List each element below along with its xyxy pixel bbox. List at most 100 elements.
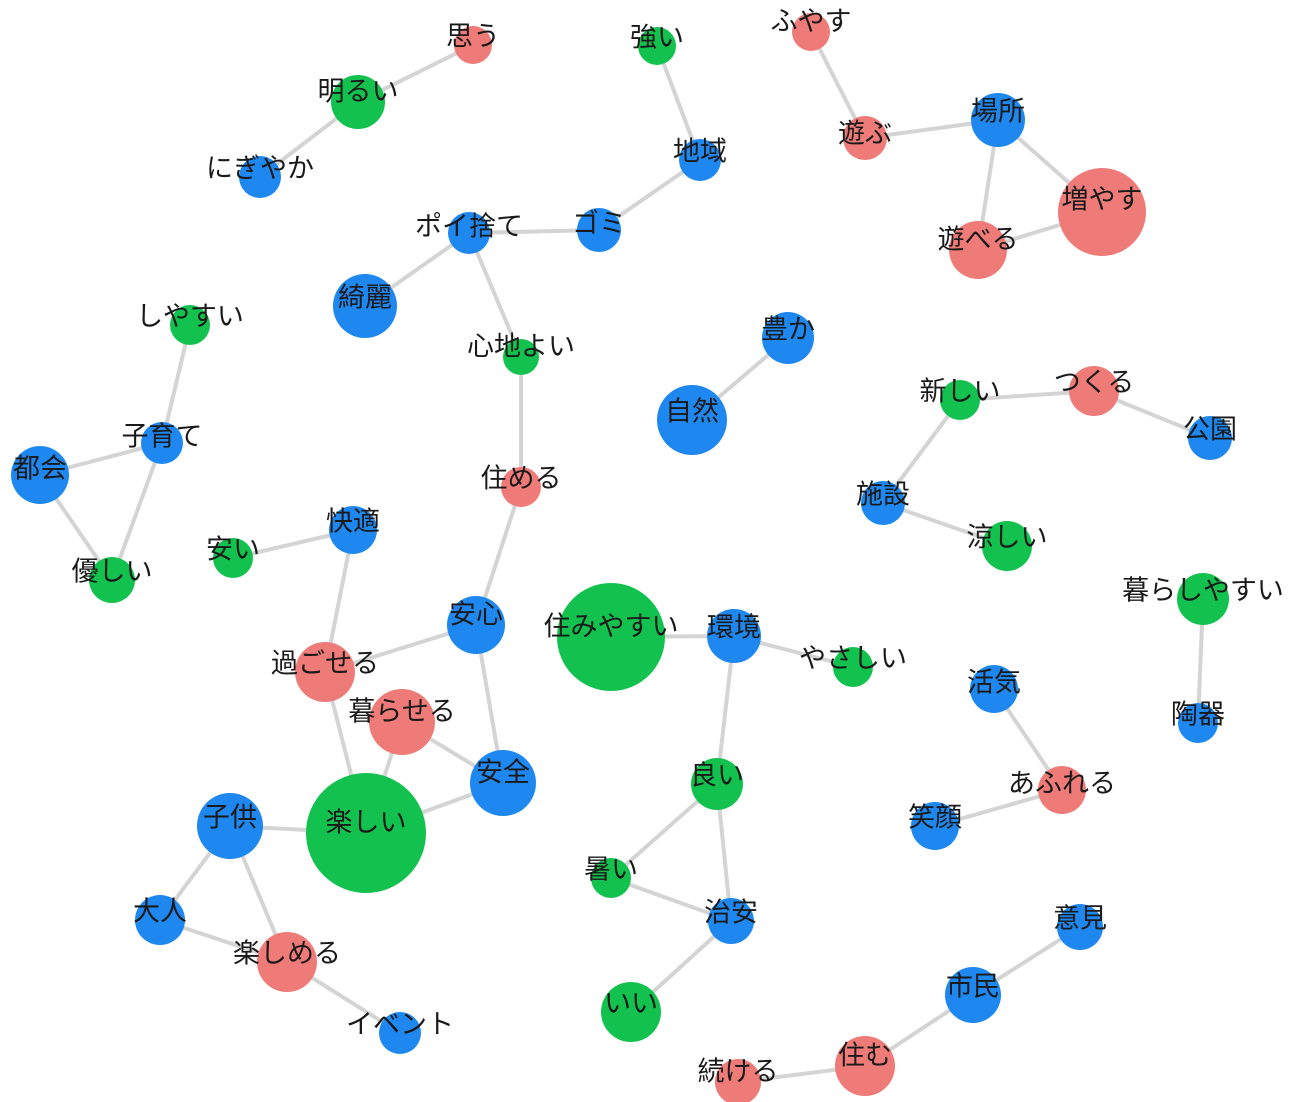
node-label-tanoshii: 楽しい — [326, 808, 407, 839]
node-yutaka — [762, 312, 814, 364]
node-kakki — [970, 665, 1018, 713]
node-tanoshimeru — [257, 932, 317, 992]
node-label-asoberu: 遊べる — [938, 225, 1019, 256]
node-poisute — [448, 212, 490, 254]
node-suzushii — [982, 521, 1032, 571]
node-label-egao: 笑顔 — [908, 803, 962, 834]
node-label-chiiki: 地域 — [673, 137, 727, 168]
node-asoberu — [949, 221, 1007, 279]
node-kokochiyoi — [503, 339, 539, 375]
node-label-kurashiyasui: 暮らしやすい — [1122, 576, 1284, 607]
node-label-ibento: イベント — [346, 1010, 454, 1041]
node-label-akarui: 明るい — [318, 77, 399, 108]
node-asobu — [843, 116, 887, 160]
node-label-anshin: 安心 — [449, 600, 503, 631]
node-label-kirei: 綺麗 — [338, 283, 392, 314]
node-shiyasui — [170, 305, 210, 345]
node-chiiki — [679, 139, 721, 181]
node-label-touki: 陶器 — [1171, 700, 1225, 731]
node-label-tsuzukeru: 続ける — [698, 1057, 779, 1088]
node-label-sumeru: 住める — [481, 464, 562, 495]
node-nigiyaka — [239, 156, 281, 198]
node-label-yasashii2: やさしい — [799, 644, 907, 675]
node-label-tokai: 都会 — [13, 454, 67, 485]
node-kirei — [333, 274, 397, 338]
node-label-tsuyoi: 強い — [630, 23, 684, 54]
node-iken — [1057, 904, 1103, 950]
node-kaiteki — [329, 506, 377, 554]
node-chian — [708, 898, 754, 944]
node-label-basho: 場所 — [971, 97, 1025, 128]
node-label-kokochiyoi: 心地よい — [467, 332, 575, 363]
node-label-tanoshimeru: 楽しめる — [233, 939, 341, 970]
node-fuyasu2 — [1058, 168, 1146, 256]
node-fuyasu — [792, 13, 830, 51]
node-label-gomi: ゴミ — [572, 209, 626, 240]
node-label-kaiteki: 快適 — [326, 507, 380, 538]
node-label-tsukuru: つくる — [1054, 368, 1134, 399]
node-kankyou — [707, 609, 761, 663]
node-akarui — [331, 75, 385, 129]
nodes-layer — [11, 13, 1232, 1102]
node-tsuzukeru — [715, 1059, 761, 1102]
node-label-kodomo: 子供 — [203, 803, 257, 834]
node-kouen — [1188, 416, 1232, 460]
node-label-shimin: 市民 — [946, 972, 1000, 1003]
node-label-chian: 治安 — [704, 898, 758, 929]
node-sumiyasui — [557, 583, 665, 691]
node-ibento — [379, 1012, 421, 1054]
node-basho — [971, 93, 1025, 147]
node-tsuyoi — [638, 27, 676, 65]
node-yoi — [691, 758, 743, 810]
node-yasui — [213, 538, 253, 578]
node-gomi — [577, 208, 621, 252]
node-label-sumiyasui: 住みやすい — [544, 612, 679, 643]
node-shisetsu — [861, 481, 905, 525]
node-label-kankyou: 環境 — [707, 613, 761, 644]
edge-poisute-kokochiyoi — [467, 231, 523, 359]
node-label-sumu: 住む — [838, 1041, 892, 1072]
node-label-anzen: 安全 — [476, 758, 530, 789]
node-label-yutaka: 豊か — [761, 315, 815, 346]
node-label-iken: 意見 — [1053, 904, 1107, 935]
node-label-afureru: あふれる — [1008, 769, 1116, 800]
node-anzen — [470, 750, 536, 816]
node-anshin — [447, 596, 505, 654]
node-label-poisute: ポイ捨て — [415, 212, 523, 243]
node-label-kouen: 公園 — [1183, 415, 1237, 446]
node-label-sugoseru: 過ごせる — [271, 649, 379, 680]
node-label-ii: いい — [604, 989, 658, 1020]
node-kosodate — [141, 422, 183, 464]
node-label-atarashii: 新しい — [920, 377, 1001, 408]
node-label-fuyasu2: 増やす — [1062, 185, 1143, 216]
node-label-kosodate: 子育て — [122, 422, 203, 453]
node-label-yasui: 安い — [206, 535, 260, 566]
node-kuraseru — [369, 689, 435, 755]
node-label-shisetsu: 施設 — [856, 480, 910, 511]
node-shimin — [945, 967, 1001, 1023]
node-label-fuyasu: ふやす — [771, 7, 852, 38]
node-label-yoi: 良い — [690, 761, 744, 792]
node-touki — [1178, 703, 1218, 743]
node-sugoseru — [295, 642, 355, 702]
node-label-asobu: 遊ぶ — [838, 119, 892, 150]
node-yasashii2 — [833, 647, 873, 687]
node-label-nigiyaka: にぎやか — [206, 154, 314, 185]
node-atarashii — [940, 380, 980, 420]
node-egao — [911, 802, 959, 850]
node-kurashiyasui — [1177, 573, 1229, 625]
node-sumeru — [501, 467, 541, 507]
node-label-shiyasui: しやすい — [136, 302, 244, 333]
node-label-yasashii1: 優しい — [72, 557, 153, 588]
node-tokai — [11, 446, 69, 504]
node-label-shizen: 自然 — [665, 397, 719, 428]
node-omou — [454, 26, 492, 64]
node-otona — [135, 895, 185, 945]
node-sumu — [835, 1036, 895, 1096]
node-atsui — [591, 858, 631, 898]
node-ii — [601, 982, 661, 1042]
node-tanoshii — [306, 773, 426, 893]
node-label-kakki: 活気 — [967, 668, 1021, 699]
